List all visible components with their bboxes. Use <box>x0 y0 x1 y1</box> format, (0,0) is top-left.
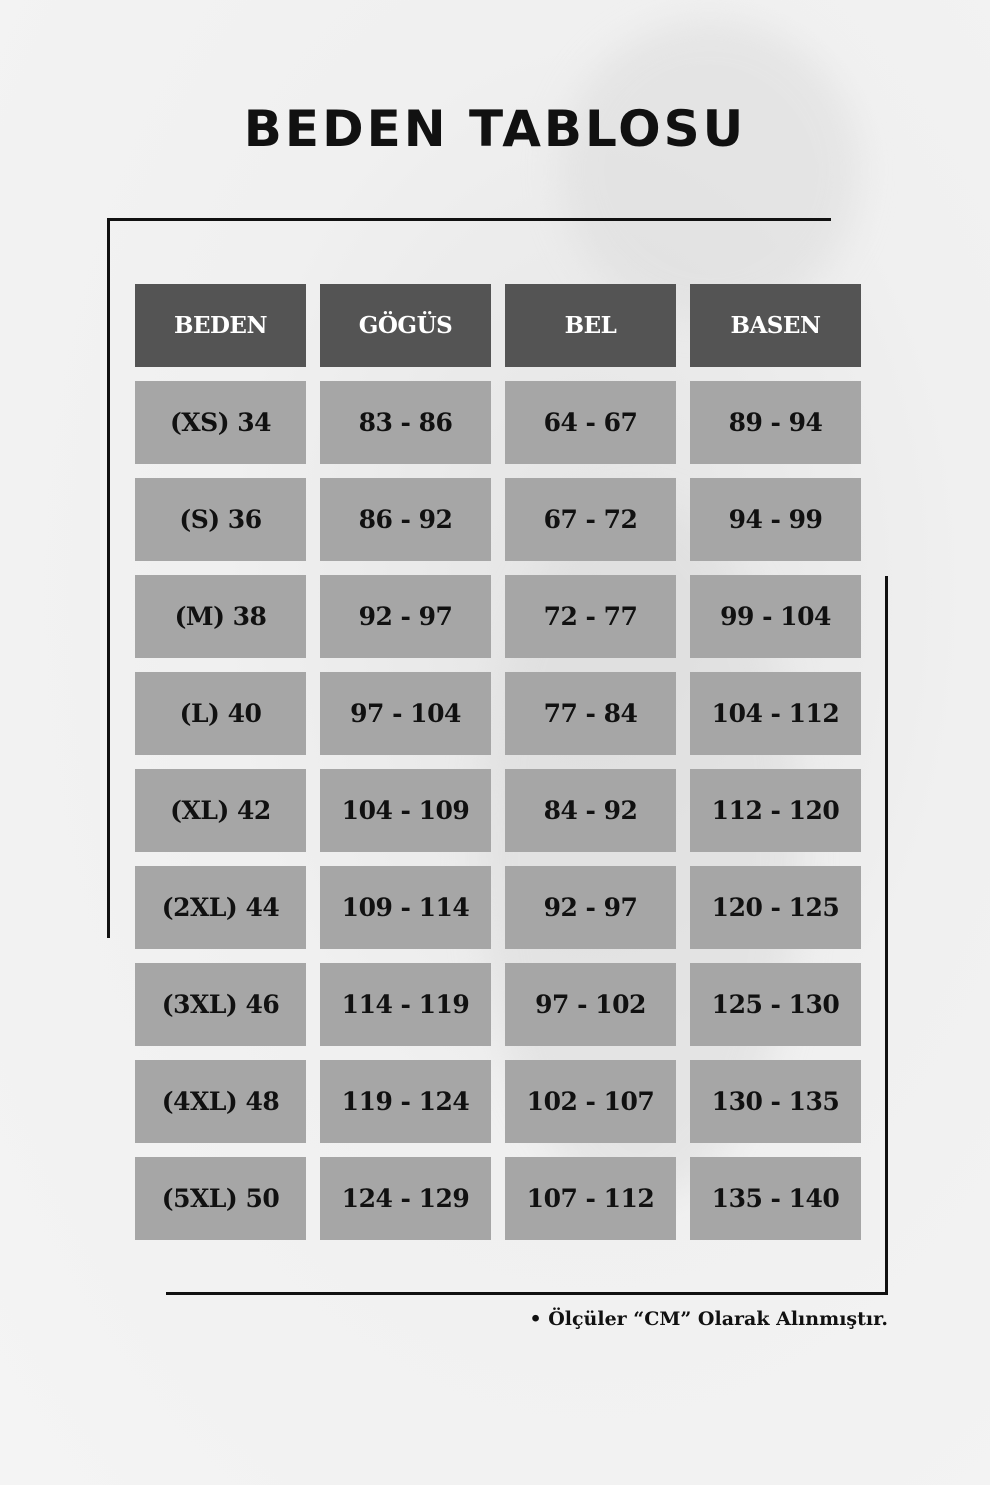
table-cell: (4XL) 48 <box>135 1060 306 1143</box>
table-cell: 89 - 94 <box>690 381 861 464</box>
table-cell: (M) 38 <box>135 575 306 658</box>
table-cell: (5XL) 50 <box>135 1157 306 1240</box>
table-cell: 104 - 109 <box>320 769 491 852</box>
background-silhouette <box>560 20 860 320</box>
table-cell: 97 - 102 <box>505 963 676 1046</box>
table-cell: 99 - 104 <box>690 575 861 658</box>
table-cell: 72 - 77 <box>505 575 676 658</box>
table-cell: (XL) 42 <box>135 769 306 852</box>
header-cell: BASEN <box>690 284 861 367</box>
table-cell: (XS) 34 <box>135 381 306 464</box>
table-cell: (L) 40 <box>135 672 306 755</box>
table-cell: (2XL) 44 <box>135 866 306 949</box>
frame-line-right <box>885 576 888 1295</box>
table-cell: 112 - 120 <box>690 769 861 852</box>
table-cell: 125 - 130 <box>690 963 861 1046</box>
table-cell: 107 - 112 <box>505 1157 676 1240</box>
table-cell: 114 - 119 <box>320 963 491 1046</box>
measurement-note: • Ölçüler “CM” Olarak Alınmıştır. <box>529 1308 888 1330</box>
table-cell: 94 - 99 <box>690 478 861 561</box>
table-cell: 124 - 129 <box>320 1157 491 1240</box>
table-cell: 84 - 92 <box>505 769 676 852</box>
table-cell: 64 - 67 <box>505 381 676 464</box>
table-cell: 92 - 97 <box>320 575 491 658</box>
size-table: BEDEN GÖGÜS BEL BASEN (XS) 34 83 - 86 64 - 67 8… <box>135 284 861 1240</box>
frame-line-bottom <box>166 1292 888 1295</box>
table-cell: 119 - 124 <box>320 1060 491 1143</box>
table-cell: 67 - 72 <box>505 478 676 561</box>
table-cell: 135 - 140 <box>690 1157 861 1240</box>
page-title: BEDEN TABLOSU <box>243 100 747 158</box>
table-cell: 104 - 112 <box>690 672 861 755</box>
frame-line-left <box>107 218 110 938</box>
table-cell: 83 - 86 <box>320 381 491 464</box>
header-cell: BEDEN <box>135 284 306 367</box>
header-cell: GÖGÜS <box>320 284 491 367</box>
table-cell: 92 - 97 <box>505 866 676 949</box>
table-cell: 120 - 125 <box>690 866 861 949</box>
table-cell: (S) 36 <box>135 478 306 561</box>
table-cell: 102 - 107 <box>505 1060 676 1143</box>
frame-line-top <box>110 218 831 221</box>
header-cell: BEL <box>505 284 676 367</box>
table-cell: 109 - 114 <box>320 866 491 949</box>
table-cell: 130 - 135 <box>690 1060 861 1143</box>
table-cell: 86 - 92 <box>320 478 491 561</box>
table-cell: 77 - 84 <box>505 672 676 755</box>
table-cell: 97 - 104 <box>320 672 491 755</box>
table-cell: (3XL) 46 <box>135 963 306 1046</box>
